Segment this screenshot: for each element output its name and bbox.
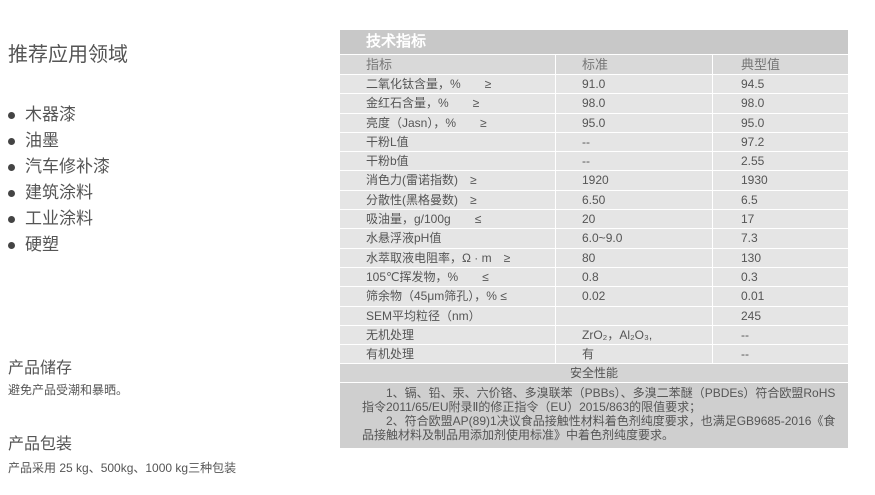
table-row: SEM平均粒径（nm） 245 bbox=[340, 306, 848, 326]
standard-cell: 20 bbox=[556, 210, 713, 229]
indicator-cell: SEM平均粒径（nm） bbox=[340, 306, 556, 325]
table-row: 水萃取液电阻率，Ω · m ≥80 130 bbox=[340, 248, 848, 268]
bullet-icon bbox=[8, 189, 15, 197]
typical-cell: 0.01 bbox=[741, 289, 765, 304]
standard-cell: 98.0 bbox=[556, 94, 713, 113]
standard-cell: -- bbox=[556, 152, 713, 171]
bullet-icon bbox=[8, 137, 15, 145]
spec-table-header: 指标 标准 典型值 bbox=[340, 55, 848, 75]
table-row: 有机处理有 -- bbox=[340, 345, 848, 365]
indicator-cell: 水悬浮液pH值 bbox=[340, 229, 556, 248]
spec-table-title: 技术指标 bbox=[340, 30, 848, 55]
standard-cell: 6.50 bbox=[556, 190, 713, 210]
table-row: 吸油量，g/100g ≤20 17 bbox=[340, 210, 848, 230]
typical-cell: 98.0 bbox=[741, 96, 765, 111]
header-indicator: 指标 bbox=[340, 55, 556, 74]
application-label: 硬塑 bbox=[25, 235, 59, 254]
indicator-cell: 干粉b值 bbox=[340, 152, 556, 171]
standard-cell: 80 bbox=[556, 248, 713, 267]
table-row: 无机处理 ZrO₂，Al₂O₃, -- bbox=[340, 325, 848, 346]
indicator-cell: 有机处理 bbox=[340, 345, 556, 364]
typical-cell: 95.0 bbox=[741, 115, 765, 130]
standard-cell: 有 bbox=[556, 345, 713, 364]
application-label: 木器漆 bbox=[25, 105, 76, 124]
application-label: 工业涂料 bbox=[25, 209, 93, 228]
application-label: 汽车修补漆 bbox=[25, 157, 110, 176]
table-row: 分散性(黑格曼数) ≥6.50 6.5 bbox=[340, 190, 848, 211]
typical-cell: 1930 bbox=[741, 173, 768, 188]
application-label: 油墨 bbox=[25, 131, 59, 150]
packaging-text: 产品采用 25 kg、500kg、1000 kg三种包装 bbox=[8, 461, 237, 475]
spec-table: 技术指标 指标 标准 典型值 二氧化钛含量，% ≥91.0 94.5 金红石含量，%… bbox=[340, 30, 848, 449]
table-row: 筛余物（45μm筛孔），% ≤0.02 0.01 bbox=[340, 287, 848, 307]
standard-cell bbox=[556, 306, 713, 325]
indicator-cell: 消色力(雷诺指数) ≥ bbox=[340, 171, 556, 190]
standard-cell: 6.0~9.0 bbox=[556, 229, 713, 248]
application-item: 硬塑 bbox=[8, 232, 110, 258]
application-label: 建筑涂料 bbox=[25, 183, 93, 202]
indicator-cell: 105℃挥发物，% ≤ bbox=[340, 267, 556, 287]
application-item: 工业涂料 bbox=[8, 206, 110, 232]
standard-cell: 1920 bbox=[556, 171, 713, 190]
bullet-icon bbox=[8, 241, 15, 249]
header-standard: 标准 bbox=[556, 55, 713, 74]
typical-cell: 97.2 bbox=[741, 134, 765, 149]
indicator-cell: 无机处理 bbox=[340, 325, 556, 345]
storage-text: 避免产品受潮和暴晒。 bbox=[8, 383, 129, 397]
applications-title: 推荐应用领域 bbox=[8, 44, 128, 66]
typical-cell: 0.3 bbox=[741, 269, 758, 284]
standard-cell: 95.0 bbox=[556, 113, 713, 132]
indicator-cell: 吸油量，g/100g ≤ bbox=[340, 210, 556, 229]
indicator-cell: 水萃取液电阻率，Ω · m ≥ bbox=[340, 248, 556, 267]
application-item: 木器漆 bbox=[8, 102, 110, 128]
typical-cell: -- bbox=[741, 347, 749, 362]
bullet-icon bbox=[8, 215, 15, 223]
table-row: 105℃挥发物，% ≤0.8 0.3 bbox=[340, 267, 848, 288]
application-item: 汽车修补漆 bbox=[8, 154, 110, 180]
table-row: 水悬浮液pH值 6.0~9.0 7.3 bbox=[340, 229, 848, 249]
typical-cell: 6.5 bbox=[741, 192, 758, 207]
typical-cell: 130 bbox=[741, 250, 762, 265]
standard-cell: ZrO₂，Al₂O₃, bbox=[556, 325, 713, 345]
typical-cell: 17 bbox=[741, 212, 755, 227]
typical-cell: -- bbox=[741, 327, 749, 342]
typical-cell: 2.55 bbox=[741, 154, 765, 169]
table-row: 二氧化钛含量，% ≥91.0 94.5 bbox=[340, 75, 848, 95]
indicator-cell: 金红石含量，% ≥ bbox=[340, 94, 556, 113]
standard-cell: 0.02 bbox=[556, 287, 713, 306]
application-item: 建筑涂料 bbox=[8, 180, 110, 206]
applications-list: 木器漆油墨汽车修补漆建筑涂料工业涂料硬塑 bbox=[8, 102, 110, 258]
packaging-title: 产品包装 bbox=[8, 436, 73, 453]
bullet-icon bbox=[8, 163, 15, 171]
table-row: 消色力(雷诺指数) ≥1920 1930 bbox=[340, 171, 848, 191]
indicator-cell: 干粉L值 bbox=[340, 132, 556, 152]
table-row: 亮度（Jasn），% ≥95.0 95.0 bbox=[340, 113, 848, 133]
standard-cell: -- bbox=[556, 132, 713, 152]
safety-notes: 1、镉、铅、汞、六价铬、多溴联苯（PBBs）、多溴二苯醚（PBDEs）符合欧盟R… bbox=[340, 383, 848, 449]
indicator-cell: 分散性(黑格曼数) ≥ bbox=[340, 190, 556, 210]
standard-cell: 91.0 bbox=[556, 75, 713, 94]
storage-title: 产品储存 bbox=[8, 360, 73, 377]
standard-cell: 0.8 bbox=[556, 267, 713, 287]
typical-cell: 245 bbox=[741, 308, 762, 323]
header-typical: 典型值 bbox=[741, 57, 781, 72]
application-item: 油墨 bbox=[8, 128, 110, 154]
table-row: 金红石含量，% ≥98.0 98.0 bbox=[340, 94, 848, 114]
safety-note: 2、符合欧盟AP(89)1决议食品接触性材料着色剂纯度要求，也满足GB9685-… bbox=[362, 414, 836, 443]
indicator-cell: 亮度（Jasn），% ≥ bbox=[340, 113, 556, 132]
indicator-cell: 二氧化钛含量，% ≥ bbox=[340, 75, 556, 94]
safety-title: 安全性能 bbox=[340, 364, 848, 384]
typical-cell: 7.3 bbox=[741, 231, 758, 246]
bullet-icon bbox=[8, 111, 15, 119]
safety-note: 1、镉、铅、汞、六价铬、多溴联苯（PBBs）、多溴二苯醚（PBDEs）符合欧盟R… bbox=[362, 386, 836, 415]
typical-cell: 94.5 bbox=[741, 77, 765, 91]
indicator-cell: 筛余物（45μm筛孔），% ≤ bbox=[340, 287, 556, 306]
table-row: 干粉L值 -- 97.2 bbox=[340, 132, 848, 153]
table-row: 干粉b值 -- 2.55 bbox=[340, 152, 848, 172]
